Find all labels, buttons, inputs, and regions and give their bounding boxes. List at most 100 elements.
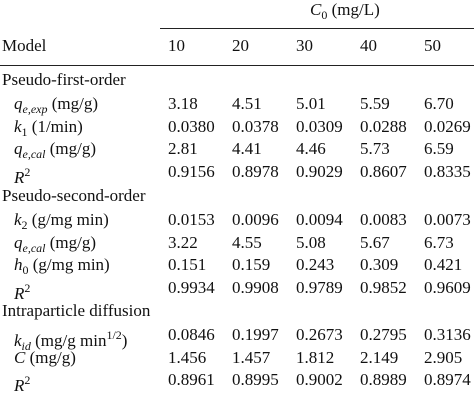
cell-value: 1.457 [232, 347, 271, 367]
cell-value: 0.421 [424, 255, 463, 275]
section-title: Pseudo-first-order [2, 70, 126, 89]
cell-value: 0.9156 [168, 162, 215, 182]
cell-value: 0.9908 [232, 278, 279, 298]
row-label: C (mg/g) [14, 348, 76, 368]
cell-value: 0.0083 [360, 210, 407, 229]
section-title: Pseudo-second-order [2, 186, 146, 205]
cell-value: 4.41 [232, 139, 262, 159]
cell-value: 0.9002 [296, 370, 343, 390]
label-unit: (g/mg min) [32, 255, 110, 275]
row-label: R2 [14, 278, 30, 304]
cell-value: 6.70 [424, 94, 454, 113]
row-label: R2 [14, 370, 30, 396]
label-unit-end: ) [121, 331, 128, 350]
cell-value: 0.0094 [296, 210, 343, 229]
header-symbol: C [310, 0, 322, 19]
cell-value: 5.08 [296, 232, 326, 252]
label-symbol: q [14, 232, 23, 252]
cell-value: 1.812 [296, 347, 335, 367]
cell-value: 6.59 [424, 139, 454, 159]
label-subscript: 2 [21, 218, 28, 232]
cell-value: 0.2795 [360, 325, 407, 344]
row-label: k1 (1/min) [14, 117, 83, 142]
column-header: 50 [424, 36, 441, 55]
cell-value: 0.0153 [168, 210, 215, 229]
cell-value: 0.159 [232, 255, 271, 275]
cell-value: 0.8974 [424, 370, 471, 390]
label-symbol: R [14, 284, 25, 304]
label-subscript: id [21, 339, 31, 353]
cell-value: 0.309 [360, 255, 399, 275]
group-rule [160, 28, 474, 29]
cell-value: 0.0378 [232, 116, 279, 136]
cell-value: 0.0288 [360, 116, 407, 136]
cell-value: 0.8607 [360, 162, 407, 182]
header-rule [0, 65, 474, 66]
cell-value: 5.67 [360, 232, 390, 252]
cell-value: 1.456 [168, 347, 207, 367]
label-superscript: 2 [24, 281, 31, 296]
label-subscript: e,cal [22, 147, 46, 162]
cell-value: 0.2673 [296, 325, 343, 344]
row-label: k2 (g/mg min) [14, 210, 109, 235]
label-unit: (mg/g) [29, 347, 76, 367]
header-unit: (mg/L) [331, 0, 380, 19]
section-title: Intraparticle diffusion [2, 301, 151, 320]
cell-value: 0.151 [168, 255, 207, 275]
cell-value: 2.905 [424, 347, 463, 367]
cell-value: 0.9609 [424, 278, 471, 298]
row-label: qe,cal (mg/g) [14, 139, 96, 164]
cell-value: 0.0380 [168, 116, 215, 136]
label-symbol: C [14, 347, 26, 367]
cell-value: 0.9029 [296, 162, 343, 182]
label-symbol: h [14, 255, 23, 275]
cell-value: 0.9934 [168, 278, 215, 298]
label-symbol: q [14, 139, 23, 159]
cell-value: 6.73 [424, 232, 454, 252]
label-unit: (mg/g min [35, 331, 107, 350]
label-symbol: k [14, 210, 22, 229]
cell-value: 5.59 [360, 94, 390, 113]
cell-value: 4.55 [232, 232, 262, 252]
row-label: kid (mg/g min1/2) [14, 325, 127, 356]
row-label: R2 [14, 162, 30, 188]
cell-value: 0.1997 [232, 325, 279, 344]
column-header: 30 [296, 36, 313, 55]
label-subscript: e,cal [22, 240, 46, 255]
cell-value: 0.0846 [168, 325, 215, 344]
cell-value: 0.8989 [360, 370, 407, 390]
cell-value: 4.51 [232, 94, 262, 113]
cell-value: 0.8995 [232, 370, 279, 390]
cell-value: 2.81 [168, 139, 198, 159]
cell-value: 3.18 [168, 94, 198, 113]
label-subscript: 1 [21, 124, 28, 139]
label-unit-superscript: 1/2 [106, 328, 122, 342]
column-group-header: C0 (mg/L) [310, 0, 380, 25]
cell-value: 5.73 [360, 139, 390, 159]
cell-value: 4.46 [296, 139, 326, 159]
label-unit: (g/mg min) [31, 210, 109, 229]
cell-value: 0.8961 [168, 370, 215, 390]
row-label: qe,cal (mg/g) [14, 233, 96, 258]
label-unit: (mg/g) [49, 232, 97, 252]
label-superscript: 2 [24, 165, 31, 180]
cell-value: 2.149 [360, 347, 399, 367]
row-header: Model [2, 36, 47, 55]
row-label: qe,exp (mg/g) [14, 94, 98, 119]
label-symbol: q [14, 94, 23, 113]
cell-value: 3.22 [168, 232, 198, 252]
header-subscript: 0 [321, 8, 328, 22]
column-header: 40 [360, 36, 377, 55]
label-subscript: e,exp [22, 102, 48, 116]
column-header: 20 [232, 36, 249, 55]
label-unit: (mg/g) [49, 139, 97, 159]
row-label: h0 (g/mg min) [14, 255, 110, 280]
cell-value: 0.8335 [424, 162, 471, 182]
cell-value: 0.9852 [360, 278, 407, 298]
column-header: 10 [168, 36, 185, 55]
cell-value: 0.243 [296, 255, 335, 275]
cell-value: 5.01 [296, 94, 326, 113]
label-symbol: k [14, 331, 22, 350]
label-unit: (1/min) [31, 116, 83, 136]
